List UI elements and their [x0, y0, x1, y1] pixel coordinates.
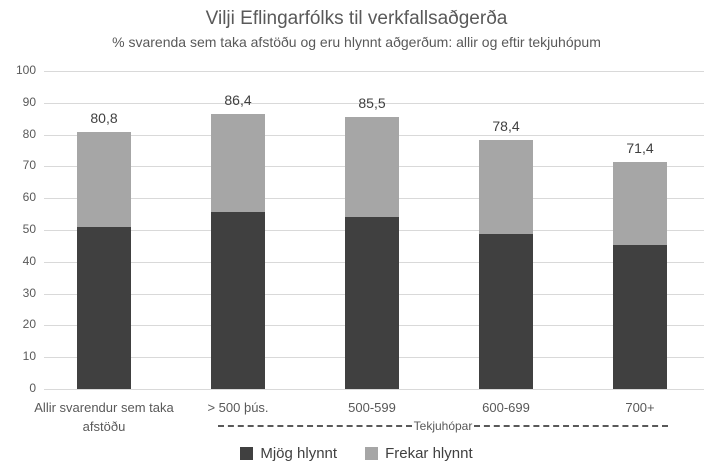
legend-item: Frekar hlynnt — [365, 445, 473, 462]
chart-title: Vilji Eflingarfólks til verkfallsaðgerða — [205, 8, 508, 29]
bar-total-label: 80,8 — [90, 110, 118, 127]
y-axis-tick-label: 60 — [22, 190, 36, 205]
y-axis-tick-label: 70 — [22, 158, 36, 173]
y-axis-tick-label: 40 — [22, 253, 36, 268]
y-axis-tick-label: 50 — [22, 222, 36, 236]
bar-total-label: 85,5 — [358, 95, 386, 112]
x-axis-category-label: Allir svarendur sem taka afstöðu — [34, 400, 174, 434]
dashed-line-left — [218, 425, 412, 427]
dashed-line-right — [474, 425, 668, 427]
x-axis-category-label: 600-699 — [482, 400, 530, 415]
legend-swatch-icon — [365, 447, 379, 460]
chart-subtitle: % svarenda sem taka afstöðu og eru hlynn… — [112, 34, 601, 50]
y-axis-tick-label: 90 — [22, 94, 36, 109]
bar-total-label: 78,4 — [492, 117, 520, 134]
x-axis-category-label: 700+ — [625, 400, 655, 415]
y-axis-tick-label: 30 — [22, 285, 36, 300]
income-groups-axis: Tekjuhópar — [218, 419, 668, 433]
y-axis-tick-label: 20 — [22, 317, 36, 332]
x-axis-category-label: > 500 þús. — [207, 400, 269, 415]
y-axis-tick-label: 100 — [15, 63, 36, 77]
gridline — [44, 102, 704, 104]
bar-segment-mjog-hlynnt — [479, 234, 533, 389]
bar-segment-frekar-hlynnt — [345, 117, 399, 217]
y-axis-tick-label: 0 — [29, 381, 36, 395]
bar-segment-mjog-hlynnt — [77, 226, 131, 389]
gridline — [44, 389, 704, 390]
income-groups-axis-label: Tekjuhópar — [413, 419, 473, 433]
bar-segment-frekar-hlynnt — [479, 139, 533, 235]
bar-total-label: 86,4 — [224, 92, 252, 109]
bar-segment-mjog-hlynnt — [613, 245, 667, 389]
y-axis-tick-label: 10 — [22, 349, 36, 364]
legend-label: Frekar hlynnt — [385, 445, 473, 462]
bar-segment-frekar-hlynnt — [77, 132, 131, 227]
legend-swatch-icon — [240, 447, 254, 460]
bar-segment-frekar-hlynnt — [211, 114, 265, 213]
legend: Mjög hlynnt Frekar hlynnt — [0, 445, 713, 462]
bar-total-label: 71,4 — [626, 139, 654, 156]
gridline — [44, 71, 704, 72]
bar-segment-frekar-hlynnt — [613, 161, 667, 246]
y-axis-tick-label: 80 — [22, 126, 36, 141]
bar-segment-mjog-hlynnt — [211, 212, 265, 389]
x-axis-category-label: 500-599 — [348, 400, 396, 415]
bar-segment-mjog-hlynnt — [345, 216, 399, 389]
legend-item: Mjög hlynnt — [240, 445, 337, 462]
legend-label: Mjög hlynnt — [260, 445, 338, 462]
